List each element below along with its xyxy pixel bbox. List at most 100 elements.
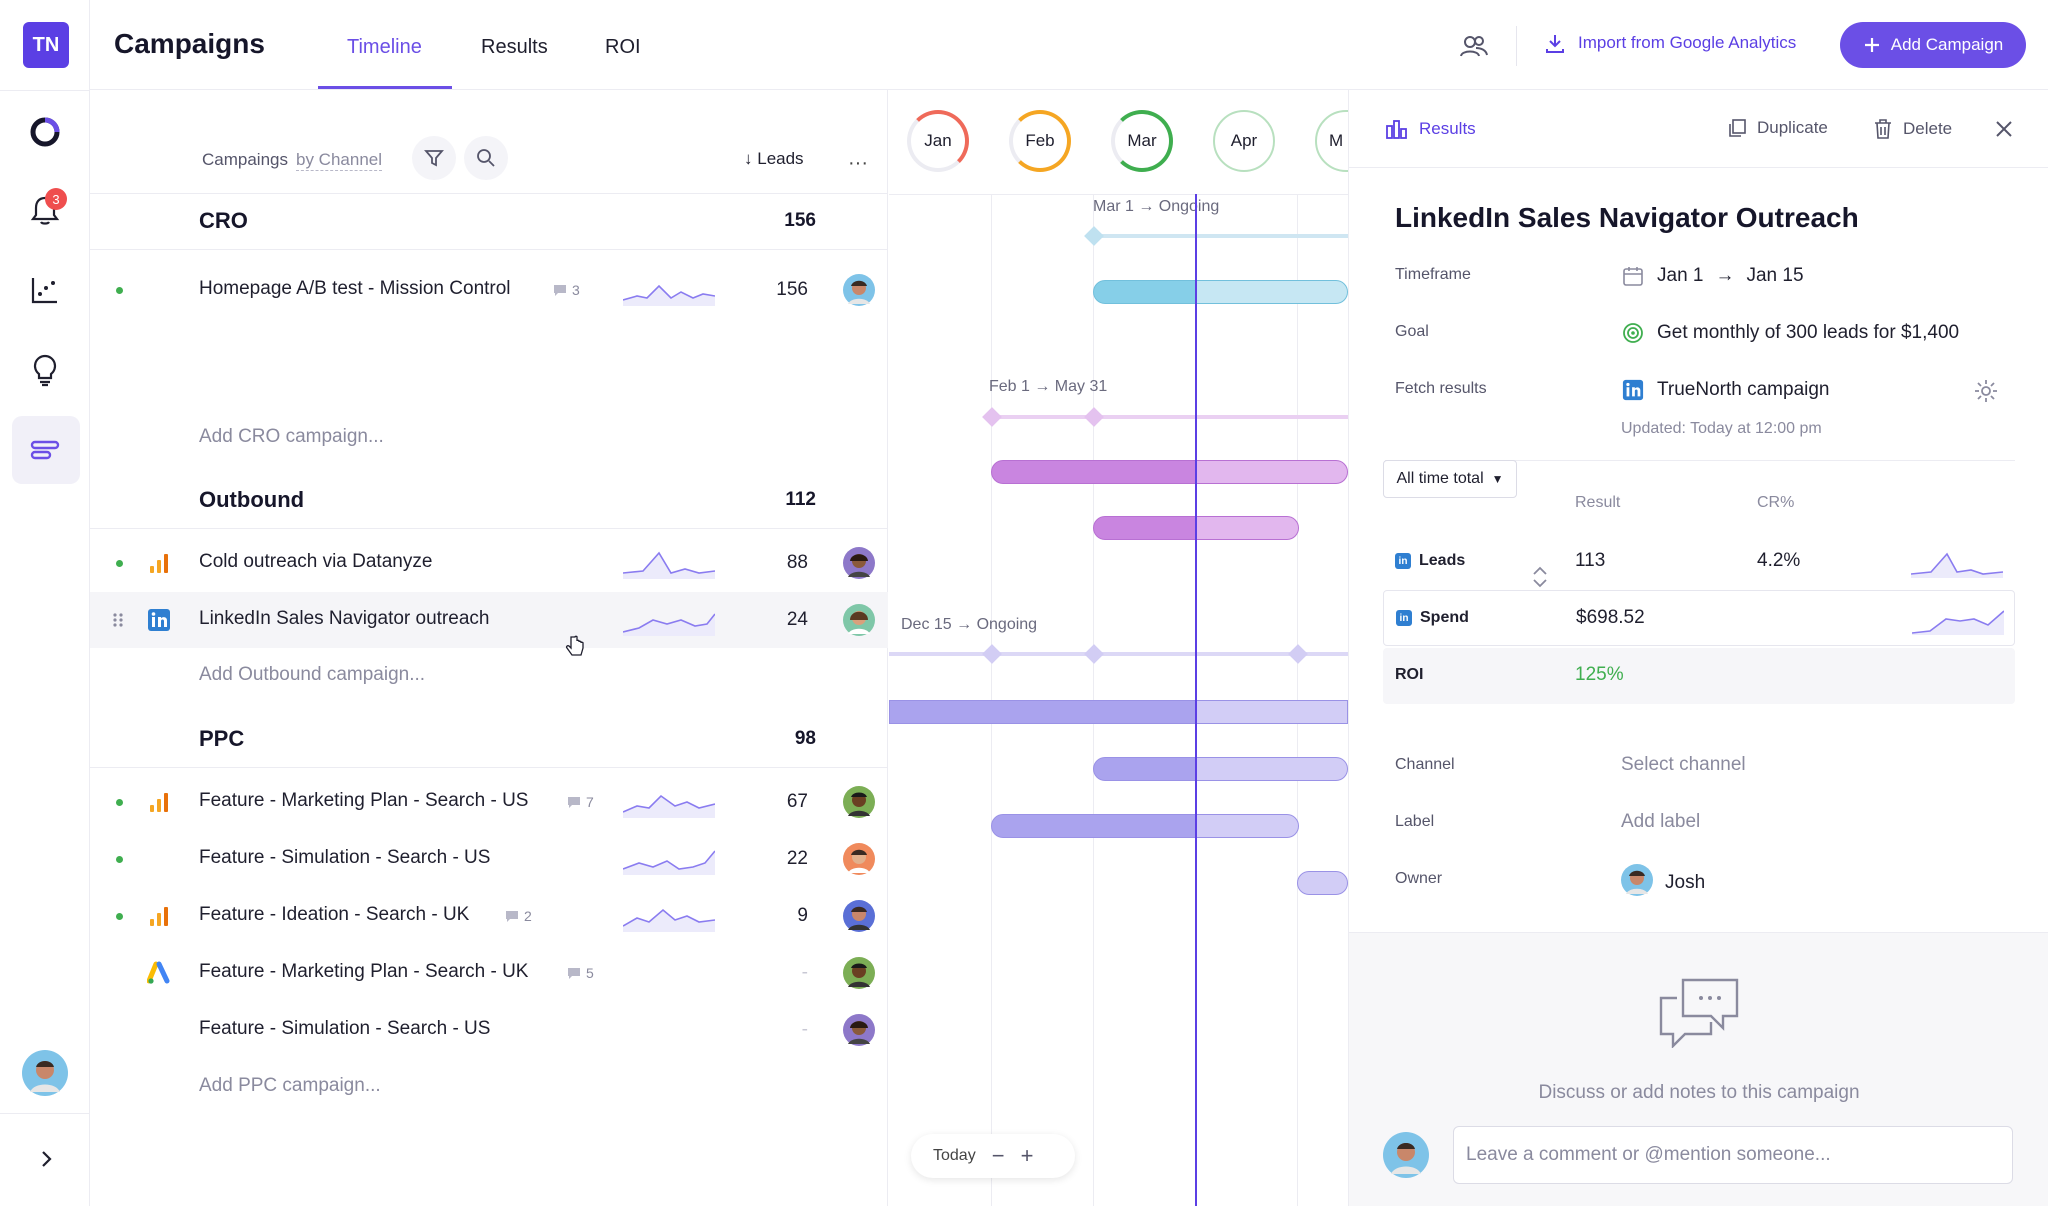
campaign-bar[interactable] — [1093, 280, 1348, 304]
metric-name: Spend — [1420, 609, 1469, 626]
tab-timeline[interactable]: Timeline — [347, 36, 422, 58]
timeframe-label: Timeframe — [1395, 266, 1471, 283]
campaign-row[interactable]: Cold outreach via Datanyze 88 — [90, 535, 888, 591]
filter-button[interactable] — [412, 136, 456, 180]
zoom-in-icon[interactable]: + — [1020, 1143, 1034, 1168]
campaign-row[interactable]: Feature - Marketing Plan - Search - UK 5… — [90, 945, 888, 1001]
close-icon[interactable] — [1993, 118, 2015, 140]
time-range-select[interactable]: All time total ▼ — [1383, 460, 1517, 498]
comment-count[interactable]: 5 — [566, 965, 594, 981]
milestone-marker[interactable] — [1288, 644, 1308, 664]
campaign-row[interactable]: Homepage A/B test - Mission Control 3 15… — [90, 262, 888, 318]
group-header-ppc[interactable]: PPC 98 — [90, 712, 888, 768]
milestone-marker[interactable] — [1084, 644, 1104, 664]
search-button[interactable] — [464, 136, 508, 180]
metric-result: 113 — [1575, 550, 1606, 571]
campaign-bar[interactable] — [1297, 871, 1348, 895]
owner-avatar[interactable] — [843, 843, 875, 875]
lightbulb-icon[interactable] — [25, 350, 65, 390]
label-input[interactable]: Add label — [1621, 811, 1701, 832]
group-header-cro[interactable]: CRO 156 — [90, 194, 888, 250]
reorder-stepper-icon[interactable] — [1529, 564, 1551, 590]
more-options-icon[interactable]: ··· — [848, 152, 868, 174]
campaign-bar[interactable] — [889, 700, 1348, 724]
campaign-bar[interactable] — [991, 814, 1299, 838]
zoom-out-icon[interactable]: − — [991, 1143, 1005, 1168]
add-outbound-campaign[interactable]: Add Outbound campaign... — [199, 664, 426, 685]
month-may[interactable]: M — [1315, 110, 1348, 172]
owner-avatar[interactable] — [843, 1014, 875, 1046]
workspace-logo[interactable]: TN — [23, 22, 69, 68]
metric-row-leads[interactable]: in Leads 113 4.2% — [1383, 534, 2015, 590]
tab-results[interactable]: Results — [481, 36, 548, 58]
month-apr[interactable]: Apr — [1213, 110, 1275, 172]
comment-count-label: 5 — [586, 965, 594, 981]
comment-count-label: 2 — [524, 908, 532, 924]
leads-value: - — [801, 962, 808, 983]
owner-label: Owner — [1395, 870, 1443, 887]
month-jan[interactable]: Jan — [907, 110, 969, 172]
comment-count[interactable]: 3 — [552, 282, 580, 298]
owner-avatar[interactable] — [843, 604, 875, 636]
analytics-icon[interactable] — [25, 270, 65, 310]
milestone-marker[interactable] — [982, 644, 1002, 664]
campaigns-icon[interactable] — [25, 430, 65, 470]
drag-handle-icon[interactable] — [112, 612, 124, 628]
campaign-list: Campaings by Channel ↓ Leads ··· CRO 156… — [90, 90, 888, 1206]
gear-icon[interactable] — [1973, 378, 1999, 404]
owner-avatar[interactable] — [843, 786, 875, 818]
month-mar[interactable]: Mar — [1111, 110, 1173, 172]
bell-icon[interactable]: 3 — [25, 188, 67, 230]
channel-select[interactable]: Select channel — [1621, 754, 1746, 775]
goal-value[interactable]: Get monthly of 300 leads for $1,400 — [1621, 321, 1959, 345]
team-icon[interactable] — [1458, 32, 1490, 60]
today-button[interactable]: Today — [933, 1147, 976, 1164]
status-dot — [116, 856, 123, 863]
add-campaign-label: Add Campaign — [1890, 35, 2004, 54]
owner-value[interactable]: Josh — [1621, 864, 1705, 902]
sort-label: Leads — [757, 149, 804, 168]
fetch-results-value[interactable]: TrueNorth campaign — [1621, 378, 1829, 402]
owner-avatar[interactable] — [843, 957, 875, 989]
results-tab[interactable]: Results — [1385, 118, 1476, 140]
campaign-row[interactable]: Feature - Simulation - Search - US 22 — [90, 831, 888, 887]
milestone-marker[interactable] — [1084, 226, 1104, 246]
month-feb[interactable]: Feb — [1009, 110, 1071, 172]
sort-by-leads[interactable]: ↓ Leads — [744, 149, 804, 169]
copy-icon — [1729, 119, 1746, 137]
milestone-marker[interactable] — [1084, 407, 1104, 427]
timeframe-value[interactable]: Jan 1 → Jan 15 — [1621, 264, 1804, 288]
import-analytics-button[interactable]: Import from Google Analytics — [1544, 32, 1796, 54]
group-header-outbound[interactable]: Outbound 112 — [90, 473, 888, 529]
owner-avatar[interactable] — [843, 547, 875, 579]
delete-button[interactable]: Delete — [1873, 118, 1952, 140]
duplicate-button[interactable]: Duplicate — [1727, 118, 1828, 138]
add-ppc-campaign[interactable]: Add PPC campaign... — [199, 1075, 381, 1096]
comment-icon — [568, 968, 580, 979]
chevron-right-icon[interactable] — [35, 1148, 57, 1170]
campaign-row-selected[interactable]: LinkedIn Sales Navigator outreach 24 — [90, 592, 888, 656]
metric-name: Leads — [1419, 552, 1466, 569]
owner-avatar[interactable] — [843, 900, 875, 932]
add-campaign-button[interactable]: Add Campaign — [1840, 22, 2026, 68]
metric-row-spend[interactable]: in Spend $698.52 — [1383, 590, 2015, 646]
sidebar: TN 3 — [0, 0, 90, 1206]
comment-input[interactable]: Leave a comment or @mention someone... — [1453, 1126, 2013, 1184]
tab-roi[interactable]: ROI — [605, 36, 641, 58]
user-avatar[interactable] — [22, 1050, 68, 1096]
campaign-row[interactable]: Feature - Marketing Plan - Search - US 7… — [90, 774, 888, 830]
goal-text: Get monthly of 300 leads for $1,400 — [1657, 322, 1960, 343]
campaign-row[interactable]: Feature - Ideation - Search - UK 2 9 — [90, 888, 888, 944]
milestone-marker[interactable] — [982, 407, 1002, 427]
group-by-selector[interactable]: by Channel — [296, 150, 383, 171]
comment-count[interactable]: 2 — [504, 908, 532, 924]
campaign-bar[interactable] — [1093, 757, 1348, 781]
leads-sparkline — [623, 794, 715, 818]
fetch-source: TrueNorth campaign — [1657, 379, 1830, 400]
add-cro-campaign[interactable]: Add CRO campaign... — [199, 426, 384, 447]
campaign-row[interactable]: Feature - Simulation - Search - US - — [90, 1002, 888, 1058]
campaign-bar[interactable] — [991, 460, 1348, 484]
owner-avatar[interactable] — [843, 274, 875, 306]
ring-logo-icon[interactable] — [25, 112, 65, 152]
comment-count[interactable]: 7 — [566, 794, 594, 810]
